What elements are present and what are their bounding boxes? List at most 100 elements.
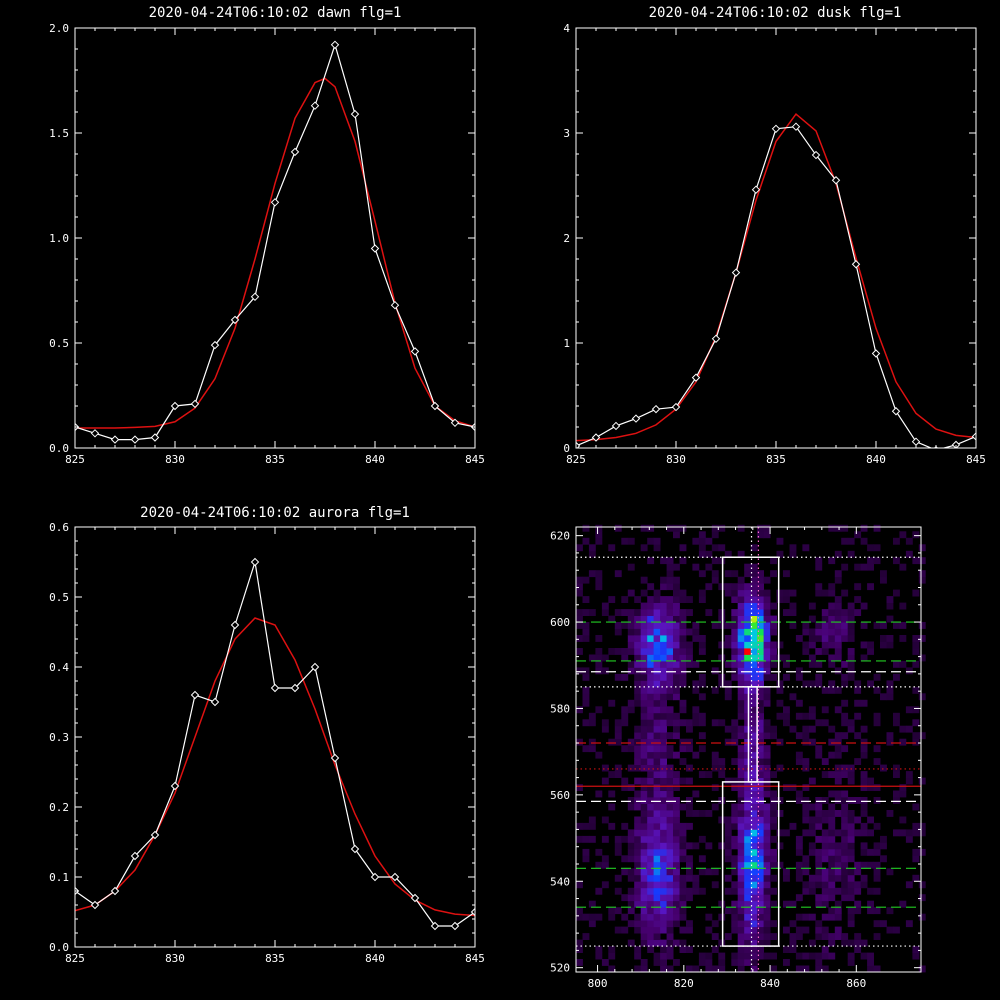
dawn-data-point xyxy=(450,418,460,428)
heatmap-cell xyxy=(653,680,661,688)
heatmap-cell xyxy=(880,641,887,649)
heatmap-cell xyxy=(815,797,823,804)
heatmap-cell xyxy=(660,842,667,850)
heatmap-cell xyxy=(666,797,674,804)
heatmap-cell xyxy=(653,959,661,966)
heatmap-cell xyxy=(750,946,758,953)
dawn-ytick-label: 1.0 xyxy=(49,232,69,245)
heatmap-cell xyxy=(614,719,622,727)
heatmap-cell xyxy=(770,602,777,610)
heatmap-cell xyxy=(705,868,713,876)
heatmap-cell xyxy=(660,946,667,953)
heatmap-cell xyxy=(763,609,771,616)
heatmap-cell xyxy=(750,570,758,578)
heatmap-cell xyxy=(666,524,674,532)
heatmap-cell xyxy=(660,887,667,895)
heatmap-cell xyxy=(640,686,648,694)
heatmap-cell xyxy=(679,822,687,830)
heatmap-cell xyxy=(576,589,583,597)
heatmap-cell xyxy=(653,952,661,960)
heatmap-cell xyxy=(634,680,642,688)
heatmap-cell xyxy=(854,900,862,908)
heatmap-cell xyxy=(841,803,849,811)
heatmap-cell xyxy=(757,602,764,610)
heatmap-cell xyxy=(627,537,635,545)
heatmap-cell xyxy=(666,596,674,603)
heatmap-cell xyxy=(588,816,596,824)
heatmap-cell xyxy=(828,660,836,668)
heatmap-cell xyxy=(763,810,771,817)
heatmap-cell xyxy=(899,784,907,791)
heatmap-cell xyxy=(660,596,667,603)
heatmap-cell xyxy=(647,648,655,655)
heatmap-cell xyxy=(614,648,622,655)
heatmap-cell xyxy=(834,706,842,714)
heatmap-cell xyxy=(770,622,777,629)
heatmap-cell xyxy=(666,900,674,908)
heatmap-cell xyxy=(640,641,648,649)
heatmap-cell xyxy=(770,816,777,824)
heatmap-cell xyxy=(841,822,849,830)
heatmap-cell xyxy=(660,712,667,720)
heatmap-cell xyxy=(834,777,842,785)
heatmap-cell xyxy=(660,881,667,889)
heatmap-cell xyxy=(783,829,790,837)
heatmap-cell xyxy=(763,615,771,623)
heatmap-cell xyxy=(640,628,648,636)
heatmap-cell xyxy=(660,609,667,616)
heatmap-cell xyxy=(627,615,635,623)
heatmap-cell xyxy=(737,615,745,623)
heatmap-cell xyxy=(660,738,667,746)
heatmap-cell xyxy=(854,881,862,889)
heatmap-cell xyxy=(660,816,667,824)
heatmap-cell xyxy=(711,764,719,772)
heatmap-cell xyxy=(763,686,771,694)
heatmap-cell xyxy=(893,719,900,727)
heatmap-cell xyxy=(724,842,732,850)
heatmap-cell xyxy=(634,667,642,675)
heatmap-cell xyxy=(737,712,745,720)
heatmap-cell xyxy=(653,816,661,824)
heatmap-cell xyxy=(757,894,764,902)
heatmap-cell xyxy=(731,777,739,785)
heatmap-cell xyxy=(621,835,629,843)
heatmap-cell xyxy=(873,719,881,727)
heatmap-cell xyxy=(679,842,687,850)
heatmap-cell xyxy=(776,654,784,662)
heatmap-cell xyxy=(731,920,739,928)
heatmap-cell xyxy=(808,680,816,688)
heatmap-cell xyxy=(828,641,836,649)
heatmap-cell xyxy=(621,673,629,681)
heatmap-cell xyxy=(750,874,758,882)
heatmap-cell xyxy=(621,654,629,662)
heatmap-cell xyxy=(595,576,603,584)
heatmap-cell xyxy=(647,706,655,714)
heatmap-cell xyxy=(770,848,777,856)
heatmap-cell xyxy=(660,576,667,584)
heatmap-cell xyxy=(899,829,907,837)
heatmap-cell xyxy=(595,660,603,668)
heatmap-cell xyxy=(744,810,752,817)
heatmap-cell xyxy=(653,887,661,895)
heatmap-cell xyxy=(679,894,687,902)
heatmap-cell xyxy=(731,822,739,830)
heatmap-cell xyxy=(828,751,836,759)
heatmap-cell xyxy=(737,699,745,707)
heatmap-cell xyxy=(711,686,719,694)
heatmap-cell xyxy=(673,920,680,928)
heatmap-cell xyxy=(647,751,655,759)
heatmap-cell xyxy=(653,810,661,817)
dawn-ytick-label: 0.0 xyxy=(49,442,69,455)
heatmap-cell xyxy=(776,699,784,707)
heatmap-cell xyxy=(686,874,693,882)
heatmap-cell xyxy=(795,673,803,681)
heatmap-cell xyxy=(724,622,732,629)
heatmap-cell xyxy=(737,635,745,642)
heatmap-cell xyxy=(847,667,855,675)
heatmap-cell xyxy=(750,719,758,727)
heatmap-cell xyxy=(595,531,603,539)
heatmap-cell xyxy=(847,894,855,902)
heatmap-cell xyxy=(647,725,655,733)
heatmap-cell xyxy=(660,784,667,791)
heatmap-cell xyxy=(828,822,836,830)
